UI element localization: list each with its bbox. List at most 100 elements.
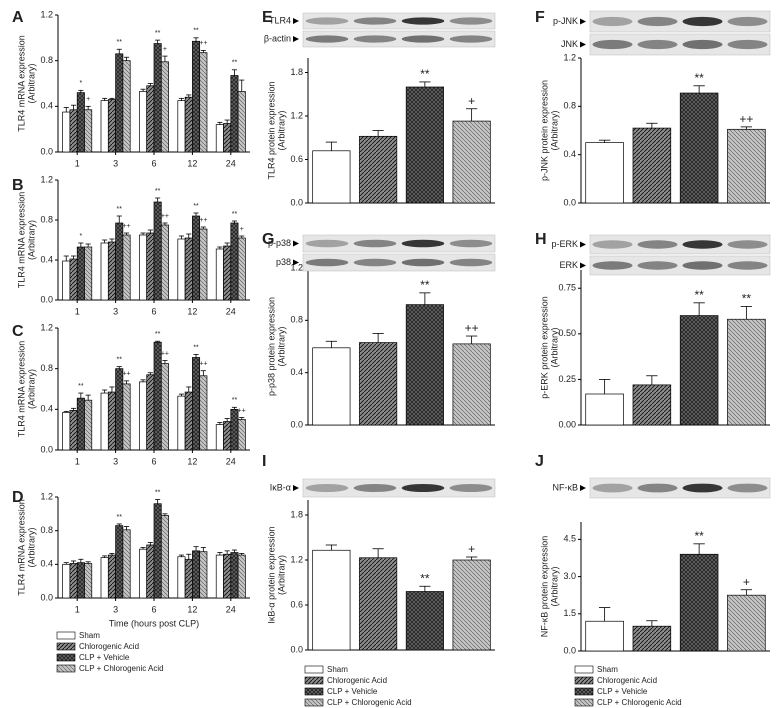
bar xyxy=(122,383,131,451)
significance-mark: ** xyxy=(155,30,161,37)
blot-band xyxy=(727,483,768,493)
bar xyxy=(84,563,93,599)
significance-mark: ** xyxy=(694,529,704,543)
blot-band xyxy=(401,35,445,43)
bar xyxy=(192,215,201,301)
bar xyxy=(122,60,131,153)
bar xyxy=(359,135,398,204)
legend-label: CLP + Vehicle xyxy=(79,653,130,662)
y-tick-label: 0.75 xyxy=(558,283,576,293)
blot-band xyxy=(449,17,493,25)
significance-mark: ** xyxy=(420,67,430,81)
y-axis-label-note: (Arbitrary) xyxy=(549,110,559,150)
bar xyxy=(177,395,186,451)
x-tick-label: 12 xyxy=(187,306,197,316)
bar xyxy=(679,553,719,652)
bar xyxy=(84,246,93,301)
significance-mark: ** xyxy=(155,331,161,338)
significance-mark: ** xyxy=(193,344,199,351)
bar xyxy=(146,85,155,153)
y-axis-label: TLR4 mRNA expression xyxy=(16,35,26,132)
bar xyxy=(107,554,116,599)
bar xyxy=(184,96,193,153)
bar xyxy=(237,237,246,301)
bar xyxy=(632,127,672,204)
bar xyxy=(100,100,109,153)
bar xyxy=(192,40,201,153)
blot-label: p-ERK xyxy=(551,239,578,249)
bar xyxy=(237,554,246,599)
blot-band xyxy=(727,240,768,249)
significance-mark: * xyxy=(79,233,82,240)
bar xyxy=(160,363,169,451)
legend-swatch xyxy=(574,676,594,685)
blot-band xyxy=(353,35,397,43)
blot-band xyxy=(727,261,768,270)
bar xyxy=(632,384,672,426)
bar xyxy=(100,557,109,599)
blot-band xyxy=(727,39,768,50)
bar xyxy=(69,410,78,451)
blot-arrow xyxy=(293,485,299,491)
significance-mark: ++ xyxy=(122,371,130,378)
significance-mark: ++ xyxy=(199,40,207,47)
bar xyxy=(727,318,766,426)
blot-band xyxy=(305,239,349,248)
legend-swatch xyxy=(304,676,324,685)
legend-label: Sham xyxy=(597,665,618,674)
significance-mark: + xyxy=(468,542,475,556)
significance-mark: ** xyxy=(232,211,238,218)
y-tick-label: 0.4 xyxy=(40,404,53,414)
blot-band xyxy=(637,483,678,493)
bar xyxy=(177,556,186,599)
blot-strip xyxy=(302,30,496,48)
legend-label: CLP + Chlorogenic Acid xyxy=(79,664,164,673)
y-tick-label: 1.2 xyxy=(40,491,53,501)
x-tick-label: 12 xyxy=(187,158,197,168)
bar xyxy=(153,43,162,153)
y-tick-label: 4.5 xyxy=(563,534,576,544)
y-tick-label: 0.4 xyxy=(290,367,303,377)
blot-strip xyxy=(302,253,496,272)
blot-band xyxy=(637,39,678,50)
y-tick-label: 0.8 xyxy=(40,525,53,535)
significance-mark: ++ xyxy=(161,213,169,220)
x-tick-label: 12 xyxy=(187,456,197,466)
bar xyxy=(199,375,208,451)
blot-strip xyxy=(589,477,771,499)
blot-band xyxy=(592,240,633,249)
y-tick-label: 0.8 xyxy=(40,363,53,373)
significance-mark: ** xyxy=(420,278,430,292)
y-tick-label: 1.2 xyxy=(40,174,53,184)
blot-band xyxy=(682,240,723,249)
blot-band xyxy=(449,35,493,43)
y-axis-label: TLR4 mRNA expression xyxy=(16,192,26,289)
blot-arrow xyxy=(293,259,299,266)
y-tick-label: 0.00 xyxy=(558,419,576,429)
legend-swatch xyxy=(304,687,324,696)
panel-letter: H xyxy=(535,231,547,248)
y-tick-label: 1.8 xyxy=(290,67,303,77)
significance-mark: ++ xyxy=(465,321,479,335)
legend-label: CLP + Chlorogenic Acid xyxy=(327,698,412,707)
bar xyxy=(76,246,85,301)
y-tick-label: 0.0 xyxy=(563,645,576,655)
bar xyxy=(115,53,124,153)
blot-label: p-p38 xyxy=(268,238,291,248)
bar xyxy=(199,52,208,153)
bar xyxy=(727,594,766,652)
x-tick-label: 6 xyxy=(151,604,156,614)
bar xyxy=(153,503,162,599)
bar xyxy=(139,91,148,153)
blot-label: NF-κB xyxy=(553,482,579,492)
bar xyxy=(405,591,444,651)
legend-swatch xyxy=(574,687,594,696)
y-tick-label: 1.2 xyxy=(290,262,303,272)
blot-band xyxy=(401,17,445,25)
panel-letter: F xyxy=(535,9,545,26)
bar xyxy=(146,232,155,301)
bar xyxy=(223,553,232,599)
x-tick-label: 6 xyxy=(151,306,156,316)
